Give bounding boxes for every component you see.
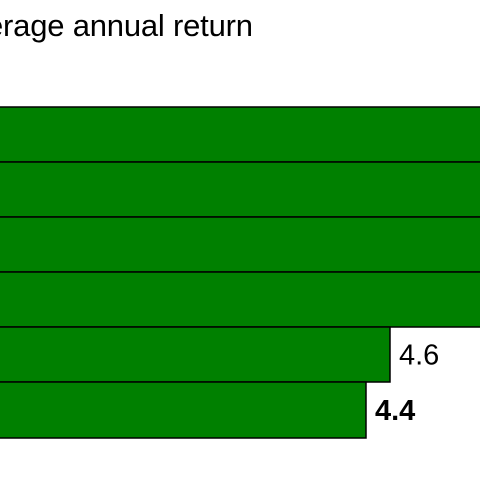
bar-3 [0, 216, 480, 273]
bar-5 [0, 326, 391, 383]
chart-title: erage annual return [0, 8, 253, 43]
value-label-6: 4.4 [375, 395, 415, 427]
value-label-5: 4.6 [399, 340, 439, 372]
value-labels-group: 4.6 4.4 [375, 340, 439, 428]
bar-1 [0, 106, 480, 163]
bars-group [0, 106, 480, 439]
bar-6 [0, 381, 367, 439]
bar-2 [0, 161, 480, 218]
bar-4 [0, 271, 480, 328]
